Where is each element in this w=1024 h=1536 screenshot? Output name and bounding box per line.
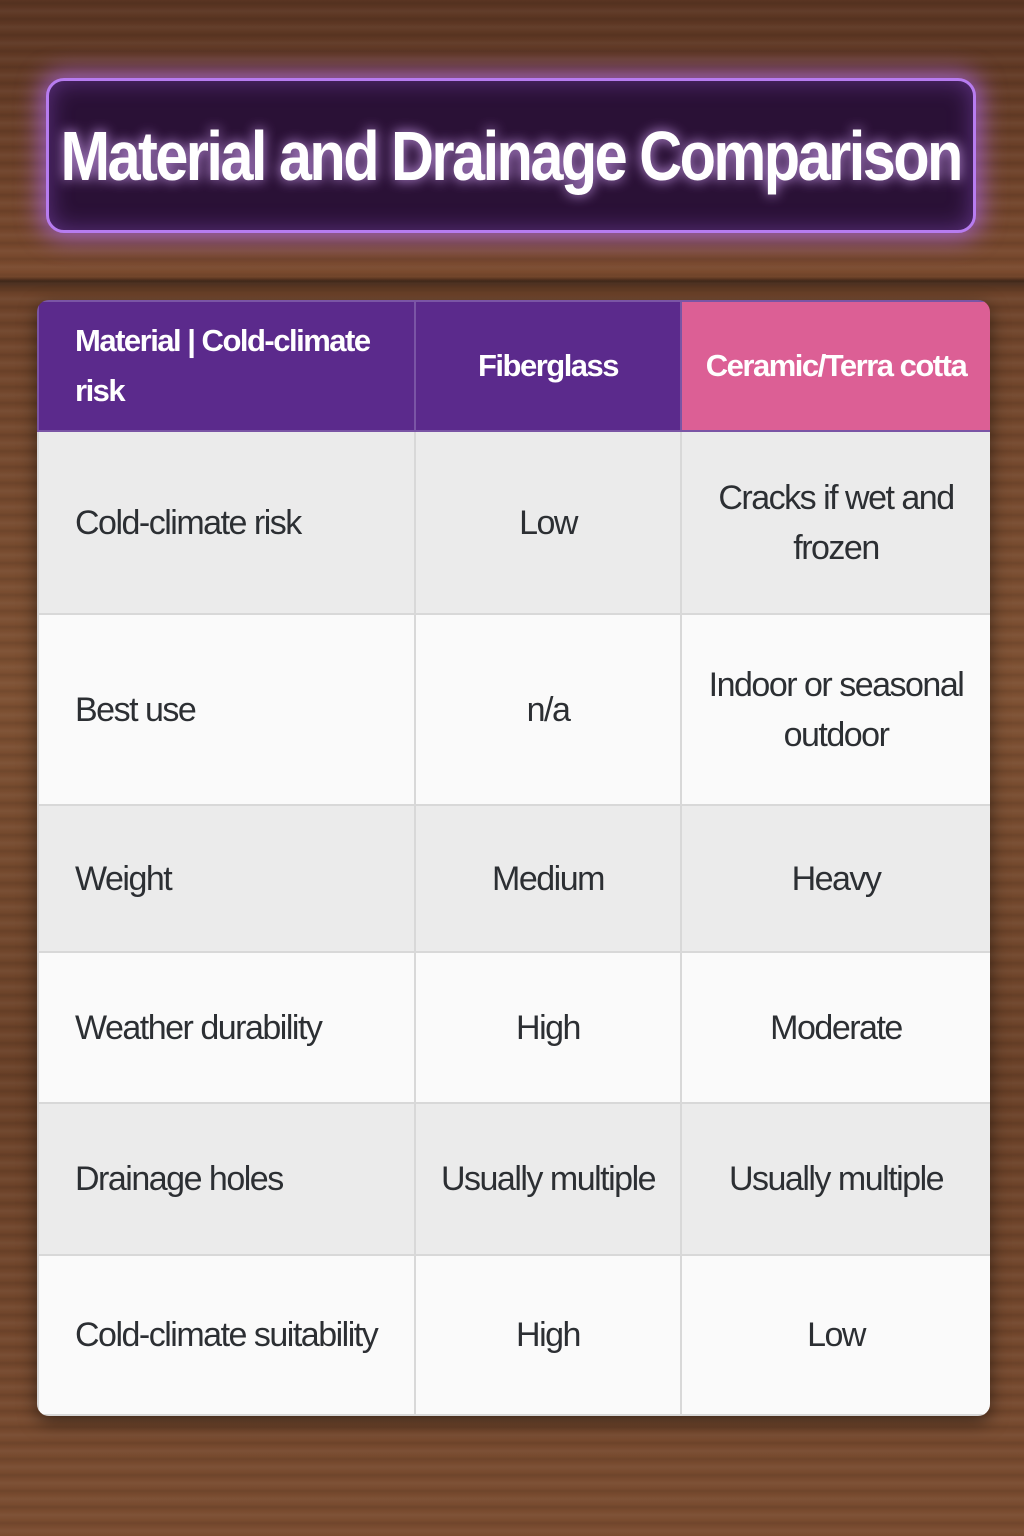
row-label: Cold-climate risk [37, 430, 416, 615]
row-label: Best use [37, 613, 416, 806]
table-cell: Low [680, 1254, 990, 1416]
table-row: Weight Medium Heavy [37, 804, 990, 953]
table-row: Best use n/a Indoor or seasonal outdoor [37, 613, 990, 806]
table-card: Material | Cold-climate risk Fiberglass Ce… [37, 300, 990, 1416]
column-header: Ceramic/Terra cotta [680, 300, 990, 432]
table-cell: Medium [414, 804, 682, 953]
table-cell: High [414, 1254, 682, 1416]
row-label: Cold-climate suitability [37, 1254, 416, 1416]
row-label: Weather durability [37, 951, 416, 1104]
table-row: Cold-climate suitability High Low [37, 1254, 990, 1416]
table-cell: Usually multiple [680, 1102, 990, 1256]
table-cell: Low [414, 430, 682, 615]
table-cell: Heavy [680, 804, 990, 953]
table-cell: Cracks if wet and frozen [680, 430, 990, 615]
table: Material | Cold-climate risk Fiberglass Ce… [37, 300, 990, 1416]
column-header: Material | Cold-climate risk [37, 300, 416, 432]
header-row: Material | Cold-climate risk Fiberglass Ce… [37, 300, 990, 432]
table-cell: Indoor or seasonal outdoor [680, 613, 990, 806]
table-cell: High [414, 951, 682, 1104]
column-header: Fiberglass [414, 300, 682, 432]
title: Material and Drainage Comparison [60, 116, 964, 195]
table-row: Weather durability High Moderate [37, 951, 990, 1104]
table-row: Cold-climate risk Low Cracks if wet and fr… [37, 430, 990, 615]
table-body: Cold-climate risk Low Cracks if wet and fr… [37, 430, 990, 1416]
title-box: Material and Drainage Comparison [46, 78, 976, 233]
table-cell: Moderate [680, 951, 990, 1104]
row-label: Weight [37, 804, 416, 953]
table-cell: Usually multiple [414, 1102, 682, 1256]
row-label: Drainage holes [37, 1102, 416, 1256]
table-cell: n/a [414, 613, 682, 806]
table-row: Drainage holes Usually multiple Usually mu… [37, 1102, 990, 1256]
